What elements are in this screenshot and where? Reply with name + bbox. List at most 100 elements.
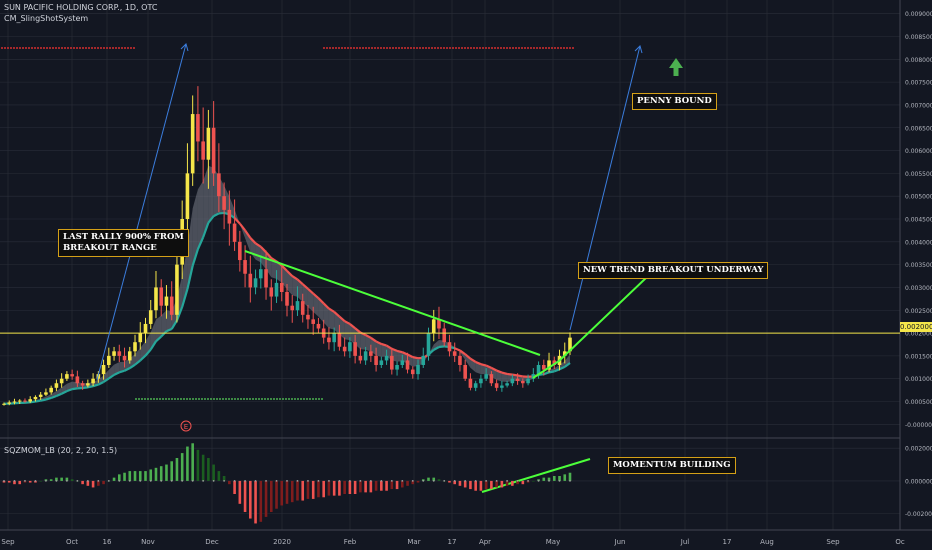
candle-body: [541, 365, 546, 370]
momentum-bar: [552, 476, 556, 481]
squeeze-dot: [369, 480, 372, 482]
momentum-bar: [311, 480, 315, 499]
time-tick-label: Nov: [141, 538, 155, 546]
momentum-bar: [505, 480, 509, 486]
ribbon-band: [287, 270, 293, 296]
rally-projection-arrowhead: [180, 43, 189, 52]
sell-signal-dot: [31, 47, 33, 49]
ribbon-band: [203, 165, 209, 238]
sell-signal-dot: [1, 47, 3, 49]
candle-body: [80, 383, 85, 386]
candle-body: [59, 378, 64, 384]
sell-signal-dot: [515, 47, 517, 49]
squeeze-dot: [223, 480, 226, 482]
ribbon-edge: [344, 320, 351, 325]
ribbon-edge: [322, 302, 330, 310]
candle-body: [536, 365, 541, 375]
ribbon-edge: [396, 349, 403, 354]
sell-signal-dot: [85, 47, 87, 49]
squeeze-dot: [149, 480, 152, 482]
momentum-bar: [516, 480, 519, 485]
candle-body: [17, 400, 22, 402]
sell-signal-dot: [34, 47, 36, 49]
squeeze-dot: [139, 480, 142, 482]
ribbon-band: [334, 311, 340, 335]
ribbon-edge: [401, 351, 408, 356]
squeeze-dot: [464, 480, 467, 482]
sell-signal-dot: [485, 47, 487, 49]
ribbon-edge: [50, 394, 57, 400]
sell-signal-dot: [19, 47, 21, 49]
momentum-bar: [128, 471, 132, 481]
candles: [2, 86, 572, 406]
squeeze-dot: [212, 480, 215, 482]
sell-signal-dot: [335, 47, 337, 49]
candle-body: [306, 314, 310, 320]
buy-signal-dot: [273, 398, 275, 400]
momentum-bar: [259, 480, 263, 522]
ribbon-band: [501, 372, 508, 382]
sell-signal-dot: [52, 47, 54, 49]
sell-signal-dot: [362, 47, 364, 49]
time-tick-label: Jun: [614, 538, 626, 546]
candle-body: [138, 333, 143, 343]
momentum-bar: [70, 479, 74, 481]
ribbon-edge: [349, 323, 356, 330]
squeeze-dot: [495, 480, 498, 482]
sell-signal-dot: [37, 47, 39, 49]
momentum-bar: [154, 467, 158, 481]
momentum-bar: [86, 480, 90, 486]
ribbon-band: [297, 279, 303, 303]
buy-signal-dot: [204, 398, 206, 400]
ribbon-band: [349, 323, 356, 345]
momentum-bar: [327, 480, 331, 496]
momentum-bar: [385, 480, 388, 491]
candle-body: [384, 355, 389, 361]
sell-signal-dot: [338, 47, 340, 49]
price-tick-label: 0.003500: [905, 262, 932, 269]
last-rally-note[interactable]: LAST RALLY 900% FROM BREAKOUT RANGE: [58, 229, 189, 257]
squeeze-dot: [548, 480, 550, 482]
momentum-note[interactable]: MOMENTUM BUILDING: [608, 457, 736, 474]
buy-signal-dot: [189, 398, 191, 400]
momentum-bar: [39, 480, 42, 482]
candle-body: [211, 127, 216, 174]
candle-body: [285, 292, 289, 306]
sell-signal-dot: [332, 47, 334, 49]
sell-signal-dot: [419, 47, 421, 49]
sell-signal-dot: [133, 47, 135, 49]
candle-body: [447, 342, 452, 352]
sell-signal-dot: [503, 47, 505, 49]
ribbon-edge: [160, 330, 168, 338]
ribbon-edge: [506, 372, 513, 376]
sell-signal-dot: [4, 47, 6, 49]
candle-body: [348, 342, 352, 352]
sell-signal-dot: [416, 47, 418, 49]
squeeze-dot: [254, 480, 257, 482]
buy-signal-dot: [192, 398, 194, 400]
momentum-bar: [490, 480, 493, 490]
buy-signal-dot: [264, 398, 266, 400]
momentum-bar: [542, 477, 546, 481]
candle-body: [431, 319, 436, 334]
buy-signal-dot: [261, 398, 263, 400]
candle-body: [410, 369, 415, 375]
buy-signal-dot: [213, 398, 215, 400]
new-trend-note[interactable]: NEW TREND BREAKOUT UNDERWAY: [578, 262, 769, 279]
sell-signal-dot: [22, 47, 24, 49]
candle-body: [190, 114, 195, 174]
sell-signal-dot: [449, 47, 451, 49]
ribbon-band: [370, 337, 377, 356]
buy-signal-dot: [249, 398, 251, 400]
ribbon-edge: [438, 345, 445, 349]
sell-signal-dot: [356, 47, 358, 49]
squeeze-dot: [233, 480, 236, 482]
candle-body: [300, 301, 305, 315]
price-tick-label: 0.005000: [905, 194, 932, 201]
squeeze-dot: [317, 480, 320, 482]
momentum-bar: [495, 480, 498, 488]
squeeze-dot: [380, 480, 383, 482]
penny-bound-note[interactable]: PENNY BOUND: [632, 93, 717, 110]
momentum-bar: [175, 458, 179, 481]
